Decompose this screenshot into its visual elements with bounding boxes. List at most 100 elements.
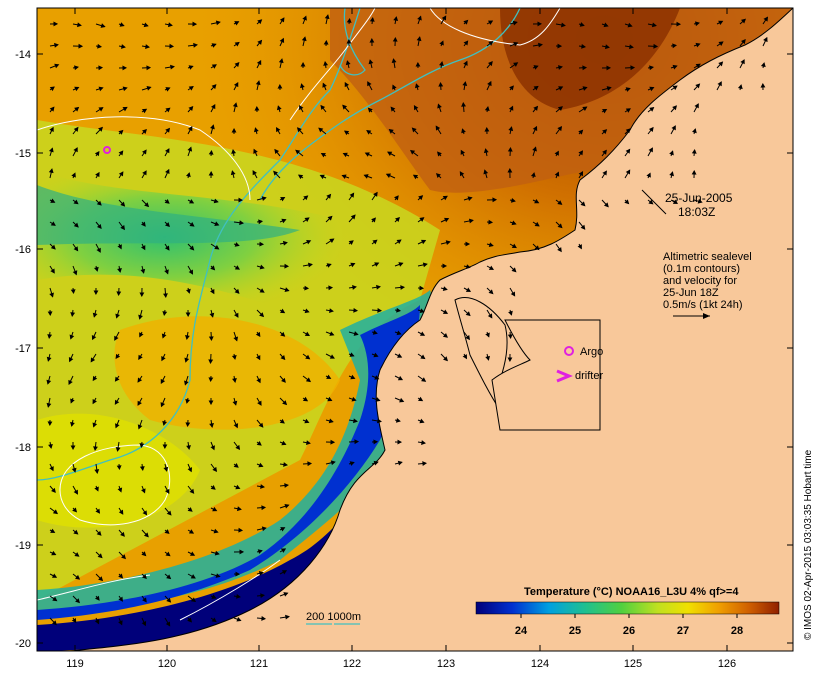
velocity-arrow-head <box>439 40 444 46</box>
velocity-arrow-head <box>460 149 466 155</box>
velocity-arrow-head <box>255 355 261 361</box>
velocity-arrow-head <box>672 199 679 204</box>
velocity-arrow-head <box>281 440 287 446</box>
velocity-arrow-head <box>185 312 191 318</box>
velocity-arrow-head <box>50 221 56 226</box>
velocity-arrow-head <box>211 594 217 599</box>
velocity-arrow-head <box>210 485 216 490</box>
y-tick-label: -14 <box>15 49 31 61</box>
velocity-arrow-head <box>49 106 55 112</box>
velocity-arrow-head <box>487 313 493 319</box>
velocity-arrow-head <box>188 65 194 70</box>
velocity-arrow-head <box>93 446 98 452</box>
y-tick-label: -18 <box>15 442 31 454</box>
velocity-arrow-head <box>484 126 490 132</box>
velocity-arrow-head <box>78 43 84 49</box>
velocity-arrow-head <box>46 402 52 408</box>
velocity-arrow-head <box>364 152 370 157</box>
velocity-arrow-head <box>396 330 402 336</box>
velocity-arrow-head <box>653 43 659 49</box>
velocity-arrow-head <box>118 596 124 602</box>
velocity-arrow-head <box>280 331 286 337</box>
velocity-arrow-head <box>580 224 586 230</box>
velocity-arrow-head <box>373 352 379 358</box>
velocity-arrow-head <box>328 418 334 424</box>
velocity-arrow-head <box>137 377 143 383</box>
drifter-marker <box>556 369 573 383</box>
velocity-arrow-head <box>561 22 566 28</box>
velocity-arrow-head <box>50 528 56 533</box>
velocity-arrow-head <box>353 307 359 313</box>
velocity-arrow-head <box>442 309 449 314</box>
velocity-arrow-head <box>718 20 724 26</box>
velocity-arrow-head <box>74 65 79 71</box>
velocity-arrow-head <box>299 104 304 111</box>
velocity-arrow-head <box>117 244 122 250</box>
velocity-arrow-head <box>329 308 334 313</box>
velocity-arrow-head <box>437 151 442 157</box>
date-pointer-line <box>641 189 667 215</box>
velocity-arrow-head <box>234 265 240 270</box>
velocity-arrow-head <box>534 221 540 227</box>
velocity-arrow-head <box>354 439 360 445</box>
velocity-arrow-head <box>530 172 536 178</box>
velocity-arrow-head <box>397 460 403 466</box>
velocity-arrow-head <box>211 84 217 90</box>
velocity-arrow-head <box>532 125 538 132</box>
velocity-arrow-head <box>509 85 514 91</box>
velocity-arrow-head <box>511 267 517 273</box>
velocity-arrow-head <box>279 418 285 424</box>
velocity-arrow-head <box>73 126 79 132</box>
velocity-arrow-head <box>117 487 123 493</box>
velocity-arrow-head <box>421 377 427 382</box>
velocity-arrow-head <box>164 269 169 275</box>
colorbar-title: Temperature (°C) NOAA16_L3U 4% qf>=4 <box>524 586 739 598</box>
velocity-arrow-head <box>239 549 245 555</box>
velocity-arrow-head <box>300 83 305 89</box>
velocity-arrow-head <box>465 264 471 269</box>
velocity-arrow-head <box>261 196 267 201</box>
velocity-arrow-head <box>190 597 197 603</box>
velocity-arrow-head <box>648 126 654 133</box>
velocity-arrow-head <box>73 222 79 228</box>
velocity-arrow-head <box>231 127 237 133</box>
velocity-arrow-head <box>187 146 193 152</box>
velocity-arrow-head <box>235 484 241 490</box>
velocity-arrow-head <box>138 354 143 360</box>
velocity-arrow-head <box>507 357 513 363</box>
velocity-arrow-head <box>73 529 79 535</box>
velocity-arrow-head <box>422 262 428 268</box>
velocity-arrow-head <box>210 104 216 110</box>
velocity-arrow-head <box>232 102 238 108</box>
velocity-arrow-head <box>189 245 195 251</box>
velocity-arrow-head <box>77 22 82 28</box>
velocity-arrow-head <box>697 198 703 204</box>
velocity-arrow-head <box>342 104 348 110</box>
velocity-arrow-head <box>146 65 152 71</box>
velocity-arrow-head <box>343 130 350 136</box>
velocity-arrow-head <box>208 400 214 406</box>
velocity-arrow-head <box>231 354 237 360</box>
velocity-arrow-head <box>232 378 237 383</box>
y-tick-label: -17 <box>15 343 31 355</box>
velocity-arrow-head <box>421 440 426 445</box>
velocity-arrow-head <box>305 354 311 360</box>
velocity-arrow-head <box>329 331 335 336</box>
velocity-arrow-head <box>760 82 766 88</box>
velocity-arrow-head <box>164 529 170 534</box>
velocity-arrow-head <box>214 244 220 250</box>
velocity-arrow-head <box>581 43 586 49</box>
velocity-arrow-head <box>442 332 448 338</box>
velocity-arrow-head <box>319 174 325 180</box>
velocity-arrow-head <box>329 238 335 244</box>
velocity-arrow-head <box>139 292 145 298</box>
velocity-arrow-head <box>648 147 653 153</box>
velocity-arrow-head <box>210 265 216 271</box>
velocity-arrow-head <box>375 397 381 402</box>
velocity-arrow-head <box>646 172 651 178</box>
velocity-arrow-head <box>350 262 356 268</box>
velocity-arrow-head <box>488 61 493 67</box>
velocity-arrow-head <box>280 197 286 202</box>
velocity-arrow-head <box>166 510 172 516</box>
velocity-arrow-head <box>49 466 54 472</box>
